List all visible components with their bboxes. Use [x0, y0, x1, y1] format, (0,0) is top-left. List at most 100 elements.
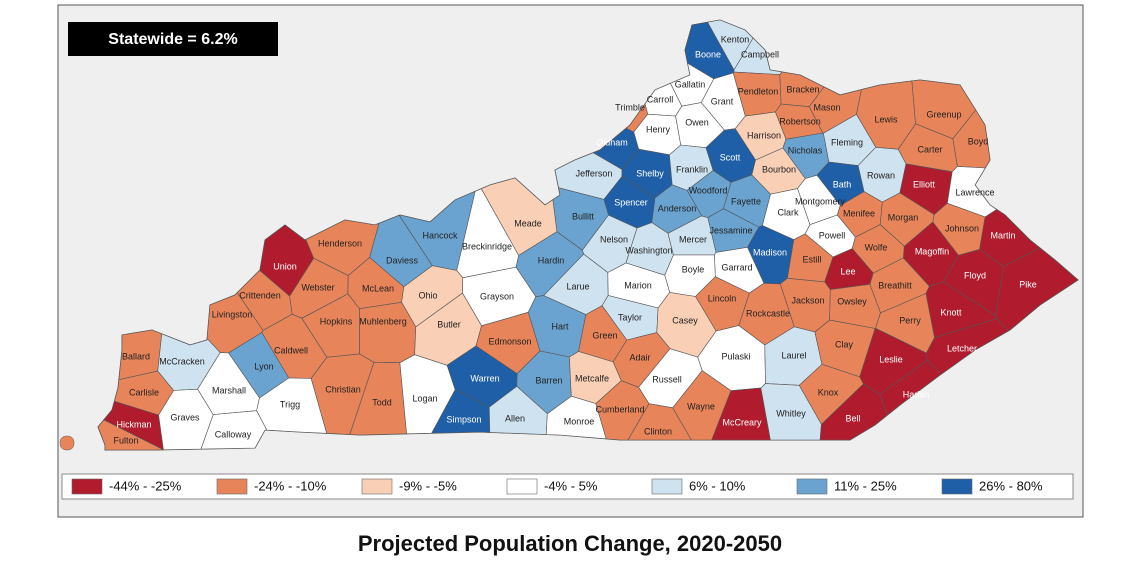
county-label: Webster: [301, 282, 334, 292]
legend: -44% - -25% -24% - -10% -9% - -5% -4% - 5% 6…: [71, 478, 1043, 495]
county-label: Pulaski: [721, 351, 750, 361]
county-label: Graves: [170, 412, 200, 422]
county-label: McCracken: [159, 356, 205, 366]
legend-swatch: [361, 478, 393, 495]
county-label: Lyon: [254, 361, 273, 371]
county-label: Barren: [535, 375, 562, 385]
legend-swatch: [651, 478, 683, 495]
county-label: Larue: [566, 281, 589, 291]
county-label: Owen: [685, 117, 709, 127]
legend-label: 26% - 80%: [979, 478, 1043, 493]
county: [97, 419, 164, 451]
county-label: Wolfe: [865, 242, 888, 252]
county-label: Ballard: [122, 351, 150, 361]
county-label: Bourbon: [762, 164, 796, 174]
county-label: Morgan: [888, 212, 919, 222]
county-label: Garrard: [721, 262, 752, 272]
county-label: Boyd: [968, 136, 989, 146]
county: [158, 388, 214, 451]
county-label: Clinton: [644, 426, 672, 436]
county-label: Daviess: [386, 255, 419, 265]
county-label: Edmonson: [488, 336, 531, 346]
county-label: Lewis: [874, 114, 898, 124]
county-label: Grant: [711, 96, 734, 106]
county-label: Jefferson: [576, 168, 613, 178]
county-label: Jessamine: [709, 225, 752, 235]
county-label: Calloway: [215, 429, 252, 439]
county-label: Knox: [818, 387, 839, 397]
county-label: Lee: [840, 266, 855, 276]
county-label: Grayson: [480, 291, 514, 301]
county-layer: [59, 19, 1079, 451]
county-label: Johnson: [945, 223, 979, 233]
county-label: Carroll: [647, 94, 674, 104]
county-label: Knott: [940, 307, 962, 317]
county-label: Hardin: [538, 255, 565, 265]
county-label: Kenton: [721, 34, 750, 44]
county-label: Bracken: [786, 84, 819, 94]
county-label: Hart: [551, 321, 569, 331]
county-label: Woodford: [689, 185, 728, 195]
legend-label: 11% - 25%: [834, 478, 897, 493]
county-label: Fleming: [831, 137, 863, 147]
county-label: Rockcastle: [746, 308, 790, 318]
county-label: Livingston: [212, 309, 253, 319]
county: [595, 380, 650, 441]
county-label: Nelson: [600, 234, 628, 244]
county-label: Pendleton: [738, 86, 779, 96]
county-label: Floyd: [964, 270, 986, 280]
county-label: Marion: [624, 280, 652, 290]
legend-label: 6% - 10%: [689, 478, 746, 493]
county-label: Marshall: [212, 385, 246, 395]
county-label: Nicholas: [788, 145, 823, 155]
county-label: Lawrence: [955, 187, 994, 197]
county-label: Hopkins: [320, 316, 353, 326]
county-label: Powell: [819, 230, 846, 240]
county-label: Fulton: [113, 435, 138, 445]
county-label: Pike: [1019, 279, 1037, 289]
county-label: Owsley: [837, 296, 867, 306]
county-label: Hancock: [422, 230, 458, 240]
county-label: Trigg: [280, 399, 300, 409]
county: [995, 247, 1079, 332]
county-label: Allen: [505, 413, 525, 423]
county-label: Laurel: [781, 350, 806, 360]
county-label: Estill: [802, 254, 821, 264]
county-label: Bath: [833, 179, 852, 189]
county-label: Casey: [672, 315, 698, 325]
county-label: Montgomery: [795, 196, 846, 206]
county-label: Campbell: [741, 49, 779, 59]
county: [200, 410, 268, 450]
legend-label: -24% - -10%: [254, 478, 327, 493]
county-label: Elliott: [913, 179, 936, 189]
county-label: Caldwell: [274, 345, 308, 355]
county-label: Martin: [990, 230, 1015, 240]
county-label: Scott: [720, 152, 741, 162]
county-label: Henry: [646, 124, 671, 134]
county: [925, 318, 1009, 375]
county-label: Carlisle: [129, 387, 159, 397]
county-label: Muhlenberg: [359, 316, 407, 326]
legend-label: -4% - 5%: [544, 478, 598, 493]
county-label: Meade: [514, 218, 542, 228]
county: [256, 377, 328, 434]
county-label: Butler: [437, 319, 461, 329]
county-label: Harrison: [747, 130, 781, 140]
legend-label: -44% - -25%: [109, 478, 182, 493]
county-label: Wayne: [687, 401, 715, 411]
county-label: Perry: [899, 315, 921, 325]
legend-label: -9% - -5%: [399, 478, 457, 493]
county-label: Whitley: [776, 408, 806, 418]
county-label: Oldham: [596, 137, 628, 147]
county-label: Robertson: [779, 116, 821, 126]
county-label: Trimble: [615, 102, 645, 112]
county-label: Fayette: [731, 196, 761, 206]
county-label: Breckinridge: [462, 241, 512, 251]
county-label: Union: [273, 261, 297, 271]
county-label: Jackson: [791, 295, 824, 305]
legend-swatch: [796, 478, 828, 495]
county-label: Logan: [412, 393, 437, 403]
county-label: Menifee: [843, 208, 875, 218]
